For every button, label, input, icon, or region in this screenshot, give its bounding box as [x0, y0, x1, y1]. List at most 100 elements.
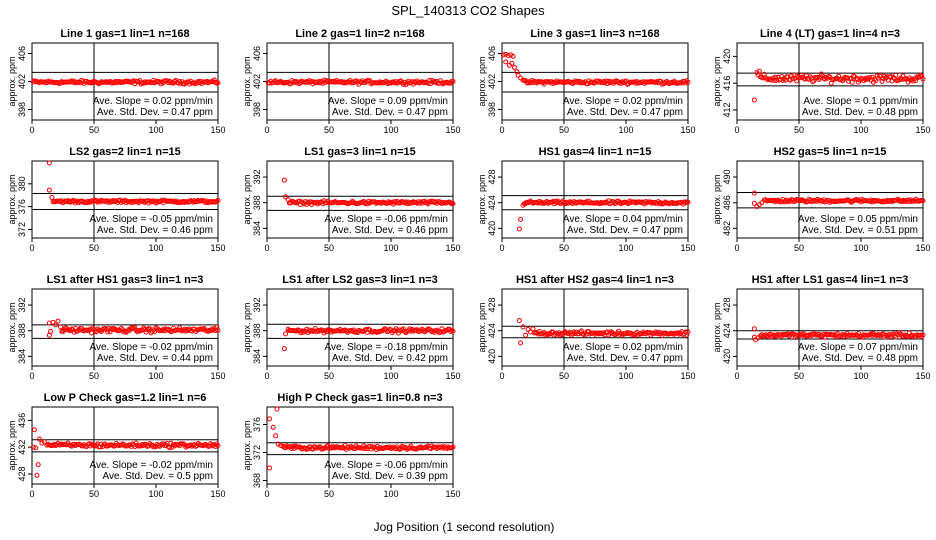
x-tick-label: 100 [618, 243, 633, 253]
y-axis-label: approx. ppm [7, 420, 17, 470]
data-point [856, 330, 862, 336]
x-tick-label: 0 [499, 125, 504, 135]
data-point [450, 444, 456, 450]
data-point [400, 326, 406, 332]
std-dev-annotation: Ave. Std. Dev. = 0.42 ppm [332, 353, 448, 364]
data-point [849, 79, 855, 85]
slope-annotation: Ave. Slope = -0.06 ppm/min [325, 214, 449, 225]
data-point [541, 330, 547, 336]
x-tick-label: 150 [210, 243, 225, 253]
y-axis-label: approx. ppm [242, 302, 252, 352]
data-point [770, 75, 776, 81]
data-point [659, 81, 665, 87]
slope-annotation: Ave. Slope = 0.1 ppm/min [803, 96, 918, 107]
chart-panel: Low P Check gas=1.2 lin=1 n=6 0 50 100 150 42… [7, 392, 226, 499]
data-point [213, 443, 219, 449]
std-dev-annotation: Ave. Std. Dev. = 0.44 ppm [97, 353, 213, 364]
x-tick-label: 0 [264, 243, 269, 253]
data-point [86, 327, 92, 333]
std-dev-annotation: Ave. Std. Dev. = 0.48 ppm [802, 353, 918, 364]
y-tick-label: 420 [487, 349, 497, 364]
data-point [46, 160, 52, 166]
data-point [508, 52, 514, 58]
data-point [215, 197, 221, 203]
chart-panel: LS1 gas=3 lin=1 n=15 0 50 100 150 384 388 392ap… [242, 146, 461, 253]
panels-grid: Line 1 gas=1 lin=1 n=168 0 50 100 150 398 402 4… [7, 28, 931, 499]
slope-annotation: Ave. Slope = -0.02 ppm/min [90, 460, 214, 471]
data-point [34, 472, 40, 478]
chart-panel: Line 1 gas=1 lin=1 n=168 0 50 100 150 398 402 4… [7, 28, 226, 135]
chart-panel: HS1 after LS1 gas=4 lin=1 n=3 0 50 100 150 42… [712, 274, 931, 381]
data-point [49, 195, 55, 201]
data-points [266, 406, 456, 471]
data-point [751, 200, 757, 206]
figure-x-axis-label: Jog Position (1 second resolution) [374, 520, 555, 534]
data-point [683, 80, 689, 86]
panel-title: High P Check gas=1 lin=0.8 n=3 [277, 392, 442, 404]
x-tick-label: 150 [680, 371, 695, 381]
data-points [751, 68, 926, 103]
data-point [274, 406, 280, 412]
data-point [89, 441, 95, 447]
x-tick-label: 150 [915, 371, 930, 381]
data-point [266, 465, 272, 471]
plot-frame [266, 288, 454, 367]
y-tick-label: 368 [252, 473, 262, 488]
y-tick-label: 406 [252, 46, 262, 61]
data-point [278, 443, 284, 448]
data-point [685, 199, 691, 205]
y-tick-label: 392 [252, 170, 262, 185]
y-tick-label: 406 [487, 46, 497, 61]
data-point [516, 317, 522, 323]
data-point [807, 74, 813, 80]
x-tick-label: 150 [445, 489, 460, 499]
data-point [283, 194, 289, 200]
panel-title: Line 1 gas=1 lin=1 n=168 [60, 28, 189, 40]
y-tick-label: 428 [17, 466, 27, 481]
panel-title: LS1 gas=3 lin=1 n=15 [304, 146, 416, 158]
data-point [273, 433, 279, 439]
x-tick-label: 100 [853, 243, 868, 253]
data-point [759, 200, 765, 206]
y-axis-label: approx. ppm [7, 174, 17, 224]
data-point [55, 318, 61, 324]
data-point [132, 325, 138, 331]
slope-annotation: Ave. Slope = -0.18 ppm/min [325, 342, 449, 353]
data-point [266, 416, 272, 422]
data-point [33, 445, 39, 451]
chart-panel: High P Check gas=1 lin=0.8 n=3 0 50 100 150 3… [242, 392, 461, 499]
y-tick-label: 424 [722, 323, 732, 338]
chart-panel: HS1 gas=4 lin=1 n=15 0 50 100 150 420 424 428ap… [477, 146, 696, 253]
std-dev-annotation: Ave. Std. Dev. = 0.46 ppm [332, 225, 448, 236]
x-tick-label: 0 [499, 243, 504, 253]
data-point [864, 75, 870, 81]
data-point [89, 330, 95, 336]
data-point [177, 78, 183, 84]
data-points [281, 325, 456, 352]
data-point [46, 187, 52, 193]
x-tick-label: 50 [324, 489, 334, 499]
x-tick-label: 100 [618, 371, 633, 381]
data-point [215, 327, 221, 333]
data-point [541, 81, 547, 87]
data-point [450, 78, 456, 84]
data-point [50, 319, 56, 325]
y-tick-label: 428 [487, 298, 497, 313]
y-tick-label: 388 [17, 323, 27, 338]
data-point [31, 427, 37, 433]
data-point [123, 329, 129, 335]
x-tick-label: 50 [794, 243, 804, 253]
data-point [505, 53, 511, 59]
x-tick-label: 50 [324, 125, 334, 135]
x-tick-label: 0 [264, 125, 269, 135]
data-point [210, 443, 216, 449]
data-point [316, 78, 322, 84]
y-tick-label: 402 [252, 74, 262, 89]
slope-annotation: Ave. Slope = 0.07 ppm/min [798, 342, 918, 353]
data-point [515, 72, 521, 78]
x-tick-label: 150 [210, 489, 225, 499]
data-points [46, 318, 221, 338]
data-point [685, 79, 691, 85]
y-tick-label: 412 [722, 102, 732, 117]
y-tick-label: 424 [487, 195, 497, 210]
